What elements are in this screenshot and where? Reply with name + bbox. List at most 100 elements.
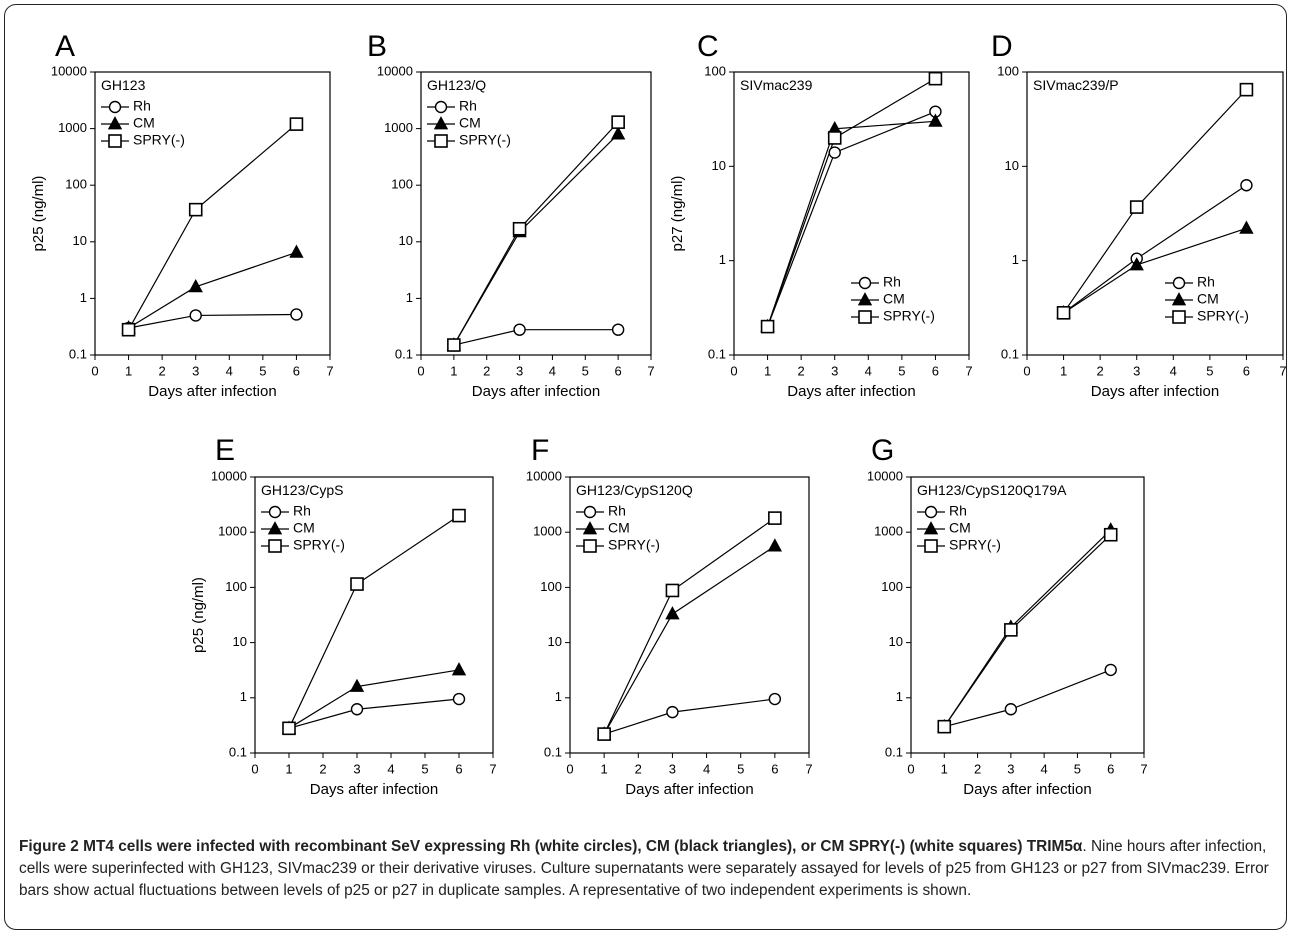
x-axis-label: Days after infection xyxy=(787,383,915,400)
data-point-triangle xyxy=(928,113,943,127)
x-tick-label: 6 xyxy=(615,363,622,378)
y-tick-label: 1 xyxy=(896,689,903,704)
y-tick-label: 10 xyxy=(1005,158,1019,173)
legend-marker-triangle xyxy=(107,116,123,130)
x-tick-label: 4 xyxy=(1041,761,1048,776)
series-line-rh xyxy=(288,698,460,729)
x-tick-label: 7 xyxy=(805,761,812,776)
data-point-circle xyxy=(828,146,841,159)
x-tick-label: 3 xyxy=(353,761,360,776)
series-line-spry xyxy=(1063,89,1247,314)
x-axis-label: Days after infection xyxy=(963,781,1091,798)
x-tick-label: 1 xyxy=(764,363,771,378)
series-line-cm xyxy=(128,251,297,329)
x-tick-label: 1 xyxy=(450,363,457,378)
x-axis-label: Days after infection xyxy=(310,781,438,798)
legend-marker-triangle xyxy=(433,116,449,130)
data-point-square xyxy=(928,71,943,86)
y-tick-label: 0.1 xyxy=(708,346,726,361)
y-tick-label: 100 xyxy=(391,177,413,192)
data-point-circle xyxy=(290,308,303,321)
panel-letter: C xyxy=(697,30,719,63)
legend-label: SPRY(-) xyxy=(133,132,185,148)
x-tick-label: 0 xyxy=(907,761,914,776)
data-point-triangle xyxy=(1239,220,1254,234)
y-tick-label: 10 xyxy=(889,634,903,649)
legend-marker-circle xyxy=(858,276,872,290)
plot-area xyxy=(1026,71,1284,356)
data-point-square xyxy=(1239,82,1254,97)
x-tick-label: 2 xyxy=(159,363,166,378)
legend-marker-triangle xyxy=(1171,292,1187,306)
x-tick-label: 4 xyxy=(387,761,394,776)
data-point-circle xyxy=(513,323,526,336)
x-axis-label: Days after infection xyxy=(148,383,276,400)
x-tick-label: 0 xyxy=(566,761,573,776)
series-line-rh xyxy=(944,669,1111,728)
legend-label: CM xyxy=(133,115,155,131)
legend-label: SPRY(-) xyxy=(883,308,935,324)
panel-letter: B xyxy=(367,30,387,63)
panel-letter: G xyxy=(871,434,894,467)
y-tick-label: 1000 xyxy=(533,524,562,539)
y-tick-label: 0.1 xyxy=(1001,346,1019,361)
y-axis-label: p25 (ng/ml) xyxy=(190,577,207,653)
data-point-square xyxy=(760,319,775,334)
series-line-spry xyxy=(128,123,297,330)
x-axis-label: Days after infection xyxy=(1091,383,1219,400)
y-tick-label: 1000 xyxy=(58,120,87,135)
x-tick-label: 7 xyxy=(1140,761,1147,776)
plot-area xyxy=(420,71,652,356)
plot-area xyxy=(910,476,1145,754)
data-point-square xyxy=(512,221,527,236)
x-tick-label: 5 xyxy=(421,761,428,776)
x-tick-label: 0 xyxy=(91,363,98,378)
y-tick-label: 10 xyxy=(548,634,562,649)
x-tick-label: 2 xyxy=(319,761,326,776)
x-tick-label: 0 xyxy=(730,363,737,378)
x-tick-label: 5 xyxy=(582,363,589,378)
plot-area xyxy=(733,71,970,356)
series-line-cm xyxy=(453,133,619,346)
data-point-square xyxy=(121,322,136,337)
x-tick-label: 6 xyxy=(293,363,300,378)
y-tick-label: 1000 xyxy=(218,524,247,539)
chart-title: SIVmac239/P xyxy=(1033,77,1119,93)
x-axis-label: Days after infection xyxy=(625,781,753,798)
data-point-circle xyxy=(611,323,625,336)
legend-label: CM xyxy=(883,291,905,307)
series-line-rh xyxy=(453,329,619,346)
data-point-square xyxy=(1129,200,1144,214)
x-tick-label: 2 xyxy=(974,761,981,776)
y-tick-label: 1 xyxy=(406,290,413,305)
data-point-square xyxy=(282,721,296,736)
chart-panel-d: D 0.1 1 10 100 0 1 2 3 4 5 6 7 Days after infection SI… xyxy=(991,30,1287,400)
data-point-circle xyxy=(1240,179,1253,192)
x-tick-label: 6 xyxy=(1243,363,1250,378)
data-point-triangle xyxy=(767,538,783,552)
y-tick-label: 1 xyxy=(555,689,562,704)
series-line-spry xyxy=(943,534,1112,728)
y-tick-label: 10000 xyxy=(211,468,247,483)
legend-marker-square xyxy=(1172,310,1186,324)
x-tick-label: 2 xyxy=(798,363,805,378)
series-line-rh xyxy=(1063,184,1247,314)
series-line-rh xyxy=(128,313,297,329)
chart-title: SIVmac239 xyxy=(740,77,813,93)
x-tick-label: 7 xyxy=(1279,363,1286,378)
x-tick-label: 4 xyxy=(865,363,872,378)
x-tick-label: 6 xyxy=(455,761,462,776)
data-point-circle xyxy=(666,705,679,719)
legend-label: Rh xyxy=(459,98,477,114)
data-point-square xyxy=(597,727,611,741)
x-tick-label: 4 xyxy=(549,363,556,378)
series-line-spry xyxy=(453,121,619,346)
data-point-circle xyxy=(189,309,202,322)
chart-panel-g: G 0.1 1 10 100 1000 10000 0 1 2 3 4 5 6 7 Days after in… xyxy=(867,434,1148,798)
figure-caption: Figure 2 MT4 cells were infected with re… xyxy=(19,836,1281,902)
y-tick-label: 10000 xyxy=(51,63,87,78)
y-tick-label: 100 xyxy=(225,579,247,594)
y-tick-label: 0.1 xyxy=(885,744,903,759)
x-tick-label: 5 xyxy=(1206,363,1213,378)
x-tick-label: 3 xyxy=(1133,363,1140,378)
